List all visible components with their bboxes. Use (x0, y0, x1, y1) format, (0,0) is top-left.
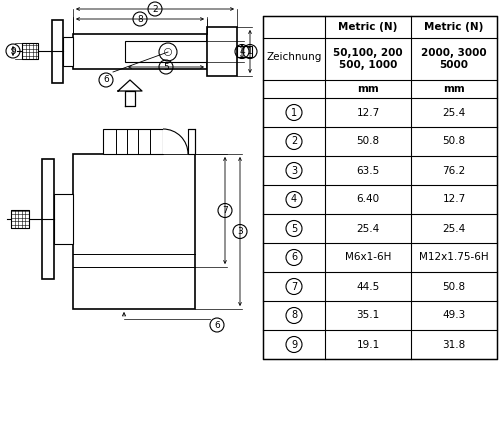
Bar (103, 129, 163, 154)
Text: 50.8: 50.8 (356, 137, 380, 147)
Text: 6.40: 6.40 (356, 195, 380, 204)
Text: 2: 2 (152, 5, 158, 14)
Text: Metric (N): Metric (N) (338, 22, 398, 32)
Text: 50.8: 50.8 (442, 282, 466, 292)
Polygon shape (125, 91, 135, 106)
Text: 76.2: 76.2 (442, 165, 466, 176)
Text: 8: 8 (137, 14, 143, 23)
Text: 50,100, 200
500, 1000: 50,100, 200 500, 1000 (333, 48, 403, 70)
Text: M12x1.75-6H: M12x1.75-6H (419, 253, 489, 262)
Bar (264, 185, 496, 214)
Text: 7: 7 (222, 206, 228, 215)
Text: Zeichnung: Zeichnung (266, 52, 322, 62)
Text: 9: 9 (10, 47, 16, 56)
Bar (125, 41, 207, 62)
Bar (73, 34, 207, 69)
Text: 6: 6 (214, 321, 220, 329)
Text: 6: 6 (103, 75, 109, 84)
Text: 63.5: 63.5 (356, 165, 380, 176)
Text: 4: 4 (291, 195, 297, 204)
Bar (42, 159, 54, 279)
Text: 9: 9 (291, 340, 297, 349)
Text: 25.4: 25.4 (442, 223, 466, 234)
Text: 1: 1 (291, 108, 297, 117)
Bar (264, 301, 496, 330)
Bar (11, 210, 29, 228)
Text: 8: 8 (291, 310, 297, 321)
Bar (22, 43, 38, 59)
Polygon shape (118, 80, 142, 91)
Text: M6x1-6H: M6x1-6H (345, 253, 391, 262)
Text: 3: 3 (237, 227, 243, 236)
Text: 6: 6 (291, 253, 297, 262)
Bar (73, 154, 195, 309)
Text: 12.7: 12.7 (356, 108, 380, 117)
Text: 7: 7 (291, 282, 297, 292)
Text: Metric (N): Metric (N) (424, 22, 484, 32)
Bar (163, 129, 188, 154)
Bar (207, 27, 237, 76)
Bar (52, 20, 63, 83)
Bar (264, 127, 496, 156)
Bar (264, 243, 496, 272)
Text: 5: 5 (163, 62, 169, 72)
Text: 49.3: 49.3 (442, 310, 466, 321)
Text: 2000, 3000
5000: 2000, 3000 5000 (421, 48, 487, 70)
Text: 44.5: 44.5 (356, 282, 380, 292)
Text: 4: 4 (239, 47, 245, 56)
Bar (263, 16, 497, 359)
Text: 12.7: 12.7 (442, 195, 466, 204)
Text: 25.4: 25.4 (356, 223, 380, 234)
Text: 3: 3 (291, 165, 297, 176)
Bar (188, 129, 195, 154)
Text: 35.1: 35.1 (356, 310, 380, 321)
Text: 5: 5 (291, 223, 297, 234)
Text: mm: mm (357, 84, 379, 94)
Bar (63, 37, 73, 66)
Text: 25.4: 25.4 (442, 108, 466, 117)
Text: 2: 2 (291, 137, 297, 147)
Text: 1: 1 (247, 47, 253, 56)
Text: 19.1: 19.1 (356, 340, 380, 349)
Bar (54, 194, 73, 244)
Text: 31.8: 31.8 (442, 340, 466, 349)
Text: mm: mm (443, 84, 465, 94)
Bar (237, 46, 252, 57)
Text: 50.8: 50.8 (442, 137, 466, 147)
